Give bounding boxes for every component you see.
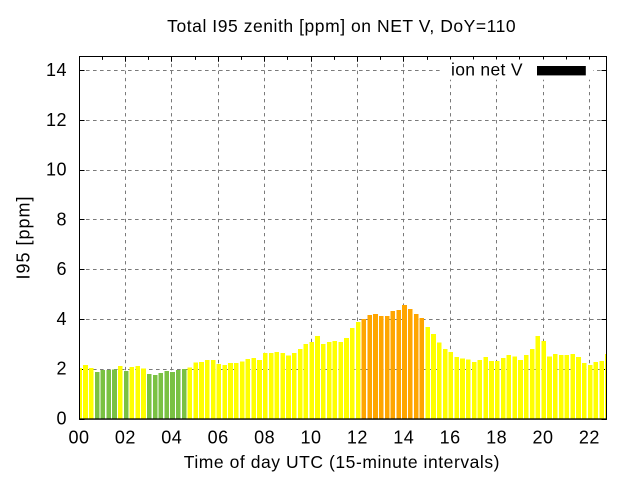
svg-text:04: 04	[161, 427, 182, 447]
svg-text:10: 10	[300, 427, 321, 447]
svg-text:18: 18	[486, 427, 507, 447]
svg-text:8: 8	[56, 209, 67, 229]
svg-text:Time of day UTC (15-minute int: Time of day UTC (15-minute intervals)	[184, 452, 500, 472]
svg-text:06: 06	[208, 427, 229, 447]
svg-text:2: 2	[56, 359, 67, 379]
svg-text:22: 22	[579, 427, 600, 447]
svg-text:16: 16	[440, 427, 461, 447]
svg-text:10: 10	[46, 160, 67, 180]
svg-text:14: 14	[393, 427, 414, 447]
svg-text:0: 0	[56, 408, 67, 428]
svg-text:ion net V: ion net V	[451, 60, 523, 80]
svg-text:12: 12	[347, 427, 368, 447]
svg-text:00: 00	[68, 427, 89, 447]
svg-text:20: 20	[532, 427, 553, 447]
svg-text:02: 02	[115, 427, 136, 447]
svg-text:08: 08	[254, 427, 275, 447]
svg-text:12: 12	[46, 110, 67, 130]
svg-text:Total I95 zenith [ppm] on NET: Total I95 zenith [ppm] on NET V, DoY=110	[167, 16, 516, 36]
svg-text:14: 14	[46, 60, 67, 80]
svg-text:6: 6	[56, 259, 67, 279]
svg-text:I95 [ppm]: I95 [ppm]	[14, 195, 34, 279]
svg-text:4: 4	[56, 309, 67, 329]
